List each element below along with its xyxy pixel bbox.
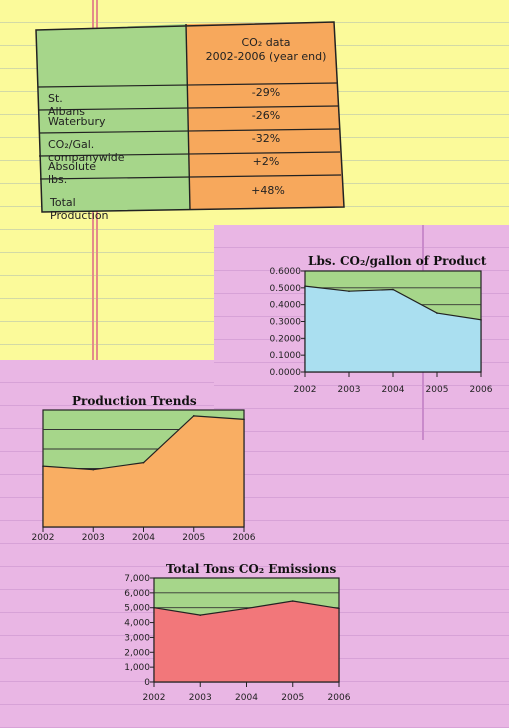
area-series — [42, 415, 245, 528]
table-row-value: -29% — [251, 86, 281, 99]
x-tick-label: 2006 — [470, 385, 493, 395]
y-tick-label: 0.3000 — [270, 318, 302, 328]
x-tick-label: 2002 — [32, 533, 55, 543]
y-tick-label: 4,000 — [124, 619, 150, 629]
y-tick-label: 0.4000 — [270, 301, 302, 311]
data-point — [348, 290, 350, 293]
table-row-line — [38, 151, 341, 157]
data-point — [199, 614, 202, 616]
y-tick-label: 0.0000 — [270, 368, 302, 378]
table-row-line — [37, 105, 339, 111]
table-row-label: St. Albans — [48, 92, 86, 118]
x-tick-label: 2004 — [235, 693, 258, 703]
chart-title-total-tons: Total Tons CO₂ Emissions — [166, 562, 337, 576]
y-tick-label: 0.1000 — [270, 351, 302, 361]
y-tick-label: 3,000 — [124, 633, 150, 643]
table-row-line — [38, 128, 340, 134]
table-right-column-bg — [186, 22, 344, 210]
y-tick-label: 5,000 — [124, 604, 150, 614]
table-left-column-bg — [36, 24, 190, 212]
data-point — [245, 607, 248, 610]
x-tick-label: 2005 — [182, 533, 205, 543]
table-divider — [185, 23, 191, 211]
table-grid — [35, 21, 345, 213]
data-point — [480, 319, 482, 321]
x-tick-label: 2002 — [143, 693, 166, 703]
area-series — [304, 285, 482, 373]
data-point — [192, 415, 195, 417]
x-tick-label: 2005 — [426, 385, 449, 395]
y-tick-label: 2,000 — [124, 648, 150, 658]
table-row-label: Absolute lbs. — [48, 160, 97, 186]
y-tick-label: 7,000 — [124, 574, 150, 584]
data-point — [291, 600, 294, 602]
y-tick-label: 0.2000 — [270, 334, 302, 344]
y-tick-label: 0 — [144, 678, 150, 688]
table-row-value: +2% — [252, 155, 280, 168]
data-point — [436, 312, 438, 314]
x-tick-label: 2004 — [132, 533, 155, 543]
x-tick-label: 2005 — [281, 693, 304, 703]
table-row-value: -26% — [251, 109, 281, 122]
x-tick-label: 2003 — [82, 533, 105, 543]
y-tick-label: 0.5000 — [270, 284, 302, 294]
y-tick-label: 6,000 — [124, 589, 150, 599]
table-row-label: Total Production — [50, 196, 109, 222]
table-row-line — [39, 174, 342, 180]
x-tick-label: 2003 — [189, 693, 212, 703]
data-point — [392, 288, 394, 291]
table-header-label: CO₂ data 2002-2006 (year end) — [205, 36, 327, 63]
chart-title-co2-per-gallon: Lbs. CO₂/gallon of Product — [308, 254, 487, 268]
table-row-value: -32% — [251, 132, 281, 145]
y-tick-label: 0.6000 — [270, 267, 302, 277]
x-tick-label: 2006 — [233, 533, 256, 543]
table-row-value: +48% — [251, 184, 285, 197]
x-tick-label: 2003 — [338, 385, 361, 395]
data-point — [142, 461, 145, 464]
x-tick-label: 2004 — [382, 385, 405, 395]
table-border — [35, 21, 345, 213]
y-tick-label: 1,000 — [124, 663, 150, 673]
data-point — [92, 468, 95, 471]
x-tick-label: 2002 — [294, 385, 317, 395]
table-row-line — [37, 82, 338, 88]
chart-title-production-trends: Production Trends — [72, 394, 197, 408]
table-row-label: Waterbury — [48, 115, 106, 128]
data-point — [304, 285, 306, 287]
x-tick-label: 2006 — [328, 693, 351, 703]
table-row-label: CO₂/Gal. companywide — [48, 138, 125, 164]
data-point — [338, 607, 340, 610]
data-point — [42, 465, 44, 467]
data-point — [243, 418, 245, 421]
area-series — [153, 600, 340, 683]
